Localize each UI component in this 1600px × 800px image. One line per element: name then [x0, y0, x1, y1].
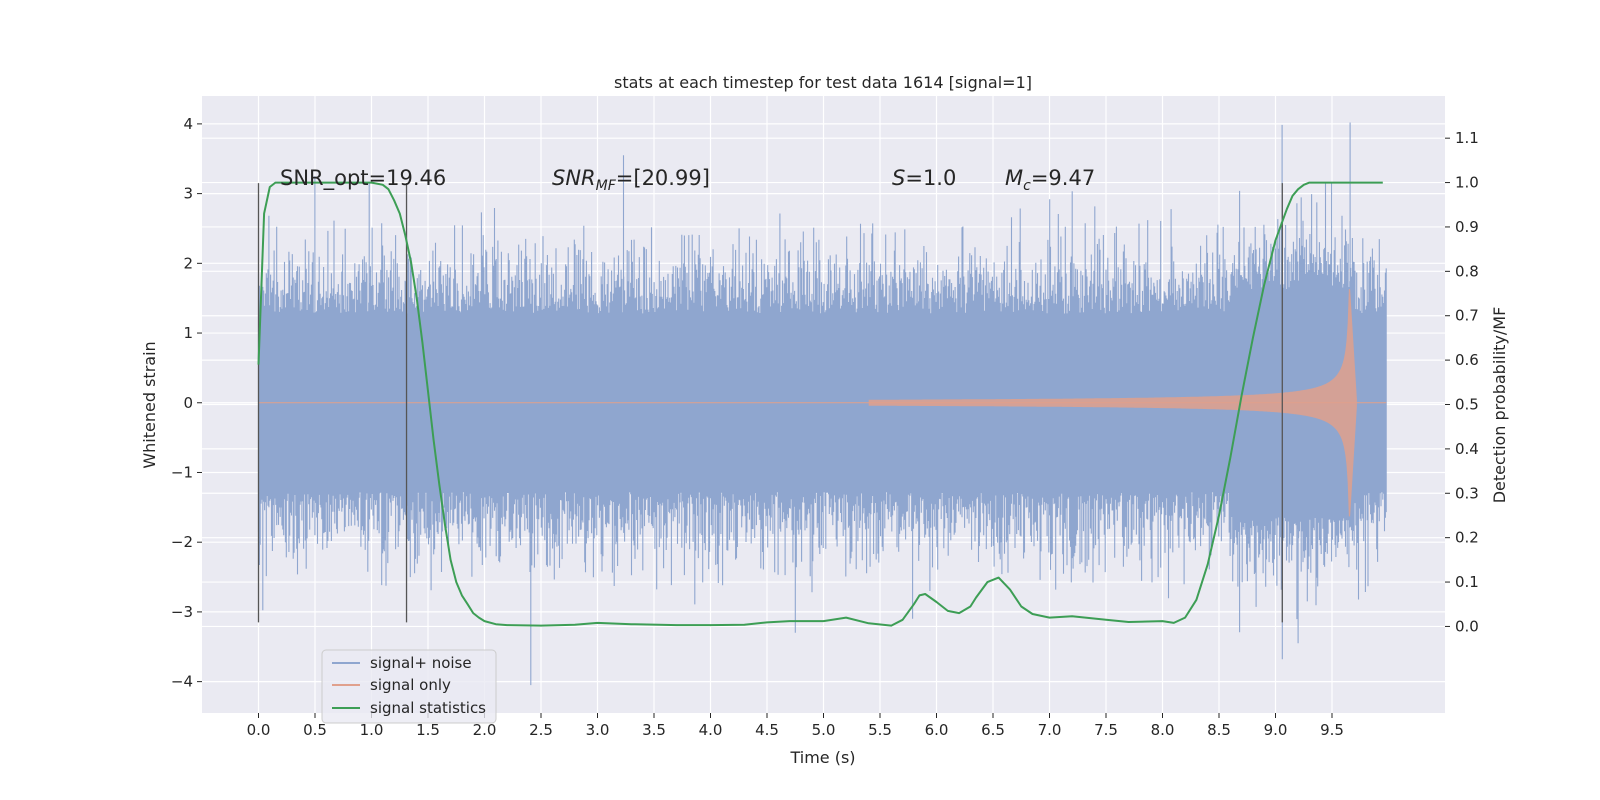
- y-tick-label: 1: [183, 324, 193, 342]
- legend-label-signal-noise: signal+ noise: [370, 654, 472, 672]
- chart-title: stats at each timestep for test data 161…: [614, 73, 1032, 92]
- x-tick-label: 9.0: [1264, 721, 1288, 739]
- x-tick-label: 6.0: [925, 721, 949, 739]
- annotation-snr-mf: SNRMF=[20.99]: [552, 166, 710, 194]
- y-tick-label: 4: [183, 115, 193, 133]
- x-tick-label: 8.0: [1151, 721, 1175, 739]
- stats-line: [257, 181, 1383, 627]
- y-tick-label: −4: [171, 673, 193, 691]
- y2-tick-label: 0.7: [1455, 307, 1479, 325]
- y-tick-label: −3: [171, 603, 193, 621]
- annotation-mc: Mc=9.47: [1005, 166, 1095, 194]
- y2-axis-ticks: 1.1 1.0 0.9 0.8 0.7 0.6 0.5 0.4 0.3 0.2 0.1 0.0: [1445, 129, 1479, 635]
- y2-tick-label: 0.4: [1455, 440, 1479, 458]
- legend-box: [321, 649, 497, 724]
- y-tick-label: 2: [183, 254, 193, 272]
- series-signal-statistics: [257, 181, 1383, 627]
- vertical-markers: [257, 183, 1283, 623]
- x-tick-label: 3.5: [642, 721, 666, 739]
- y2-tick-label: 0.1: [1455, 573, 1479, 591]
- y2-tick-label: 1.1: [1455, 129, 1479, 147]
- y-axis-ticks: 4 3 2 1 0 −1 −2 −3 −4: [171, 115, 202, 691]
- y2-tick-label: 0.6: [1455, 351, 1479, 369]
- y2-tick-label: 0.2: [1455, 529, 1479, 547]
- y2-tick-label: 0.3: [1455, 484, 1479, 502]
- x-tick-label: 2.0: [473, 721, 497, 739]
- x-tick-label: 6.5: [981, 721, 1005, 739]
- y-tick-label: 0: [183, 394, 193, 412]
- legend-label-signal-only: signal only: [370, 676, 451, 694]
- x-tick-label: 9.5: [1320, 721, 1344, 739]
- y2-tick-label: 0.9: [1455, 218, 1479, 236]
- legend: signal+ noise signal only signal statist…: [321, 649, 497, 724]
- y-tick-label: −1: [171, 463, 193, 481]
- x-tick-label: 0.0: [247, 721, 271, 739]
- x-tick-label: 2.5: [529, 721, 553, 739]
- y2-tick-label: 0.5: [1455, 396, 1479, 414]
- legend-label-signal-statistics: signal statistics: [370, 699, 486, 717]
- y-tick-label: −2: [171, 533, 193, 551]
- x-tick-label: 5.0: [812, 721, 836, 739]
- annotation-s: S=1.0: [892, 166, 956, 190]
- x-tick-label: 0.5: [303, 721, 327, 739]
- y2-tick-label: 1.0: [1455, 174, 1479, 192]
- x-tick-label: 4.0: [699, 721, 723, 739]
- x-tick-label: 7.0: [1038, 721, 1062, 739]
- y2-tick-label: 0.0: [1455, 617, 1479, 635]
- annotation-snr-opt: SNR_opt=19.46: [280, 166, 446, 191]
- x-tick-label: 7.5: [1094, 721, 1118, 739]
- x-tick-label: 3.0: [586, 721, 610, 739]
- x-tick-label: 1.0: [360, 721, 384, 739]
- y2-tick-label: 0.8: [1455, 262, 1479, 280]
- y2-axis-title: Detection probability/MF: [1490, 307, 1509, 504]
- x-axis-ticks: 0.0 0.5 1.0 1.5 2.0 2.5 3.0 3.5 4.0 4.5 5.0 5.5 6.0 6…: [247, 713, 1344, 739]
- x-tick-label: 4.5: [755, 721, 779, 739]
- x-axis-title: Time (s): [789, 748, 855, 767]
- y-tick-label: 3: [183, 185, 193, 203]
- x-tick-label: 8.5: [1207, 721, 1231, 739]
- x-tick-label: 5.5: [868, 721, 892, 739]
- x-tick-label: 1.5: [416, 721, 440, 739]
- y-axis-title: Whitened strain: [140, 341, 159, 468]
